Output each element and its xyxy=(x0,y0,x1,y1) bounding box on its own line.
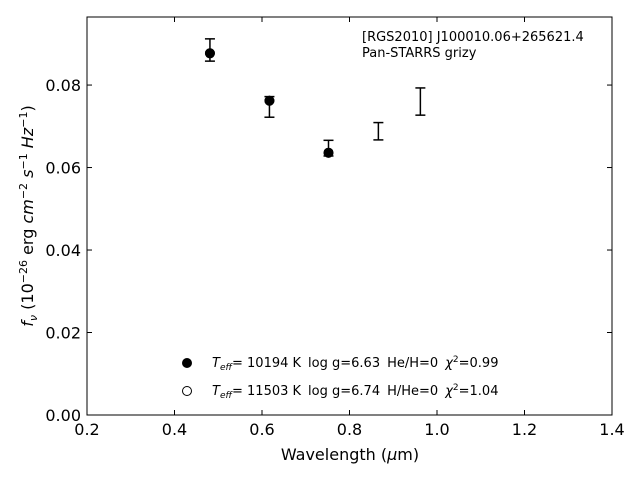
model-point-open xyxy=(323,147,334,158)
x-tick-label: 1.4 xyxy=(599,420,624,439)
legend-marker-open xyxy=(182,386,192,396)
model-point-open xyxy=(264,95,275,106)
x-axis-ticks: 0.2 0.4 0.6 0.8 1.0 1.2 1.4 xyxy=(74,17,625,439)
y-tick-label: 0.00 xyxy=(45,406,81,425)
plot-area xyxy=(86,16,613,416)
error-bars xyxy=(204,38,426,157)
x-tick-label: 1.2 xyxy=(512,420,537,439)
x-tick-label: 0.6 xyxy=(249,420,274,439)
y-tick-label: 0.04 xyxy=(45,241,81,260)
y-tick-label: 0.06 xyxy=(45,159,81,178)
annotation-object-name: [RGS2010] J100010.06+265621.4 xyxy=(362,30,584,45)
y-tick-label: 0.02 xyxy=(45,324,81,343)
x-tick-label: 0.2 xyxy=(74,420,99,439)
x-tick-label: 0.4 xyxy=(162,420,187,439)
x-axis-label: Wavelength (μm) xyxy=(281,445,419,464)
y-tick-label: 0.08 xyxy=(45,76,81,95)
model-point-open xyxy=(204,48,215,59)
error-bar xyxy=(415,87,426,116)
y-axis-ticks: 0.00 0.02 0.04 0.06 0.08 xyxy=(45,76,612,425)
annotation-survey: Pan-STARRS grizy xyxy=(362,46,477,61)
y-axis-label: fν (10−26 erg cm−2 s−1 Hz−1) xyxy=(17,105,40,326)
x-tick-label: 1.0 xyxy=(424,420,449,439)
x-tick-label: 0.8 xyxy=(337,420,362,439)
error-bar xyxy=(373,121,384,141)
data-points xyxy=(204,48,334,158)
legend-marker-filled xyxy=(182,358,192,368)
